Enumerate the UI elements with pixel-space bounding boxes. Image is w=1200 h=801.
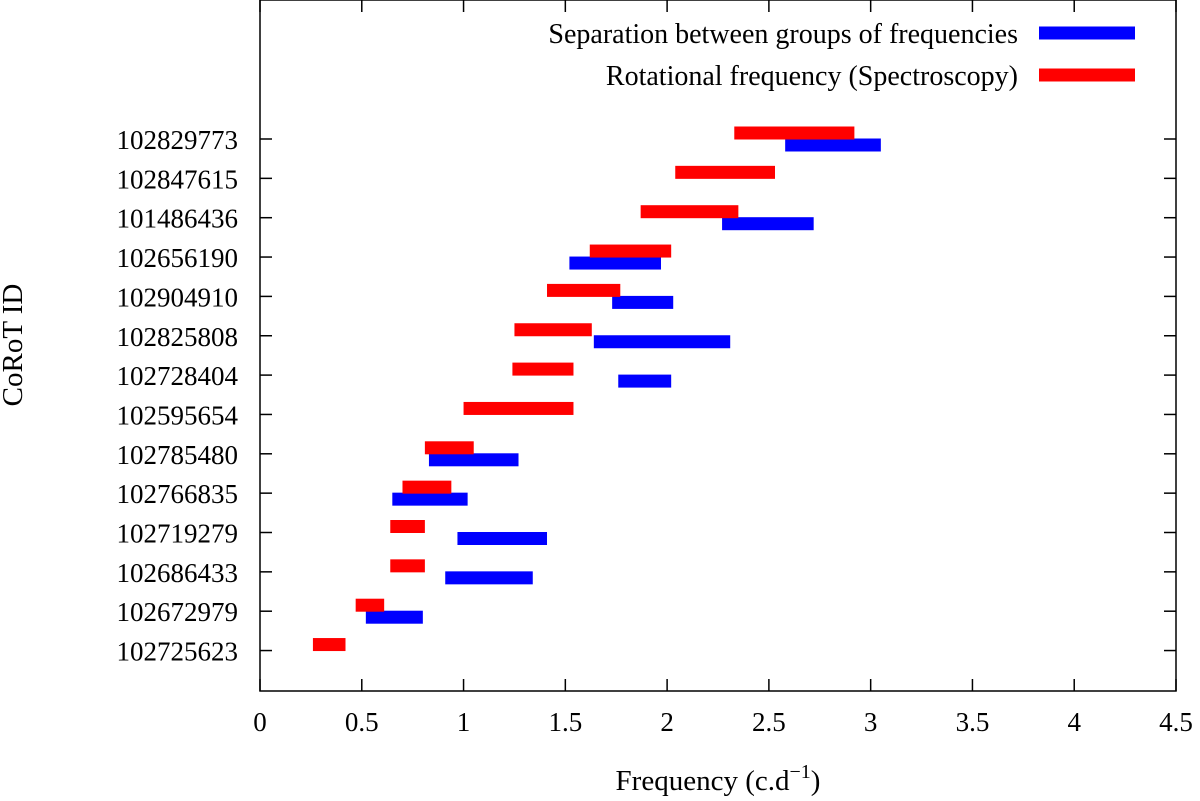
y-tick-label: 102728404	[117, 361, 239, 391]
separation-bar	[429, 453, 519, 466]
rotation-bar	[675, 166, 775, 179]
x-tick-labels: 0 0.5 1 1.5 2 2.5 3 3.5 4 4.5	[253, 707, 1193, 737]
separation-bar	[392, 493, 467, 506]
rotation-bar	[356, 599, 384, 612]
y-tick-label: 102825808	[117, 322, 239, 352]
y-tick-label: 102672979	[117, 597, 239, 627]
separation-bar	[457, 532, 547, 545]
y-tick-label: 102904910	[117, 282, 239, 312]
separation-bar	[569, 257, 661, 270]
rotation-bar	[514, 323, 591, 336]
rotation-bar	[547, 284, 620, 297]
x-tick-label: 2.5	[752, 707, 786, 737]
rotation-bar	[425, 441, 474, 454]
x-tick-label: 1	[457, 707, 471, 737]
separation-bar	[612, 296, 673, 309]
y-tick-label: 102847615	[117, 164, 239, 194]
y-tick-label: 102829773	[117, 125, 239, 155]
rotation-bar	[402, 481, 451, 494]
rotation-bar	[734, 127, 854, 140]
x-axis-title: Frequency (c.d−1)	[616, 761, 821, 797]
data-bars	[313, 127, 881, 652]
y-tick-label: 102766835	[117, 479, 239, 509]
x-tick-label: 3	[864, 707, 878, 737]
x-tick-label: 4.5	[1159, 707, 1193, 737]
range-bar-chart: 102829773 102847615 101486436 102656190 1029…	[0, 0, 1200, 801]
x-axis-title-superscript: −1	[789, 761, 810, 783]
y-axis-title: CoRoT ID	[0, 284, 29, 407]
rotation-bar	[641, 205, 739, 218]
separation-bar	[594, 335, 730, 348]
x-tick-label: 4	[1067, 707, 1081, 737]
separation-bar	[445, 571, 533, 584]
rotation-bar	[390, 520, 425, 533]
y-tick-label: 102595654	[117, 400, 239, 430]
separation-bar	[366, 611, 423, 624]
legend-swatch	[1039, 69, 1135, 82]
x-tick-label: 3.5	[956, 707, 990, 737]
separation-bar	[785, 139, 881, 152]
y-tick-label: 102785480	[117, 440, 239, 470]
y-tick-label: 102656190	[117, 243, 239, 273]
rotation-bar	[512, 363, 573, 376]
x-tick-label: 2	[660, 707, 674, 737]
legend: Separation between groups of frequencies…	[548, 19, 1135, 92]
rotation-bar	[590, 245, 671, 258]
x-axis-title-close: )	[811, 765, 821, 797]
y-tick-label: 102725623	[117, 637, 239, 667]
y-tick-labels: 102829773 102847615 101486436 102656190 1029…	[117, 125, 239, 667]
y-tick-label: 102686433	[117, 558, 239, 588]
x-tick-label: 0	[253, 707, 267, 737]
rotation-bar	[313, 638, 346, 651]
y-tick-label: 101486436	[117, 204, 239, 234]
x-tick-label: 1.5	[548, 707, 582, 737]
x-tick-label: 0.5	[345, 707, 379, 737]
separation-bar	[722, 217, 814, 230]
y-tick-label: 102719279	[117, 519, 239, 549]
rotation-bar	[464, 402, 574, 415]
legend-swatch	[1039, 27, 1135, 40]
rotation-bar	[390, 559, 425, 572]
separation-bar	[618, 375, 671, 388]
x-axis-title-main: Frequency (c.d	[616, 765, 790, 797]
legend-label: Separation between groups of frequencies	[548, 19, 1018, 50]
legend-label: Rotational frequency (Spectroscopy)	[606, 61, 1018, 92]
